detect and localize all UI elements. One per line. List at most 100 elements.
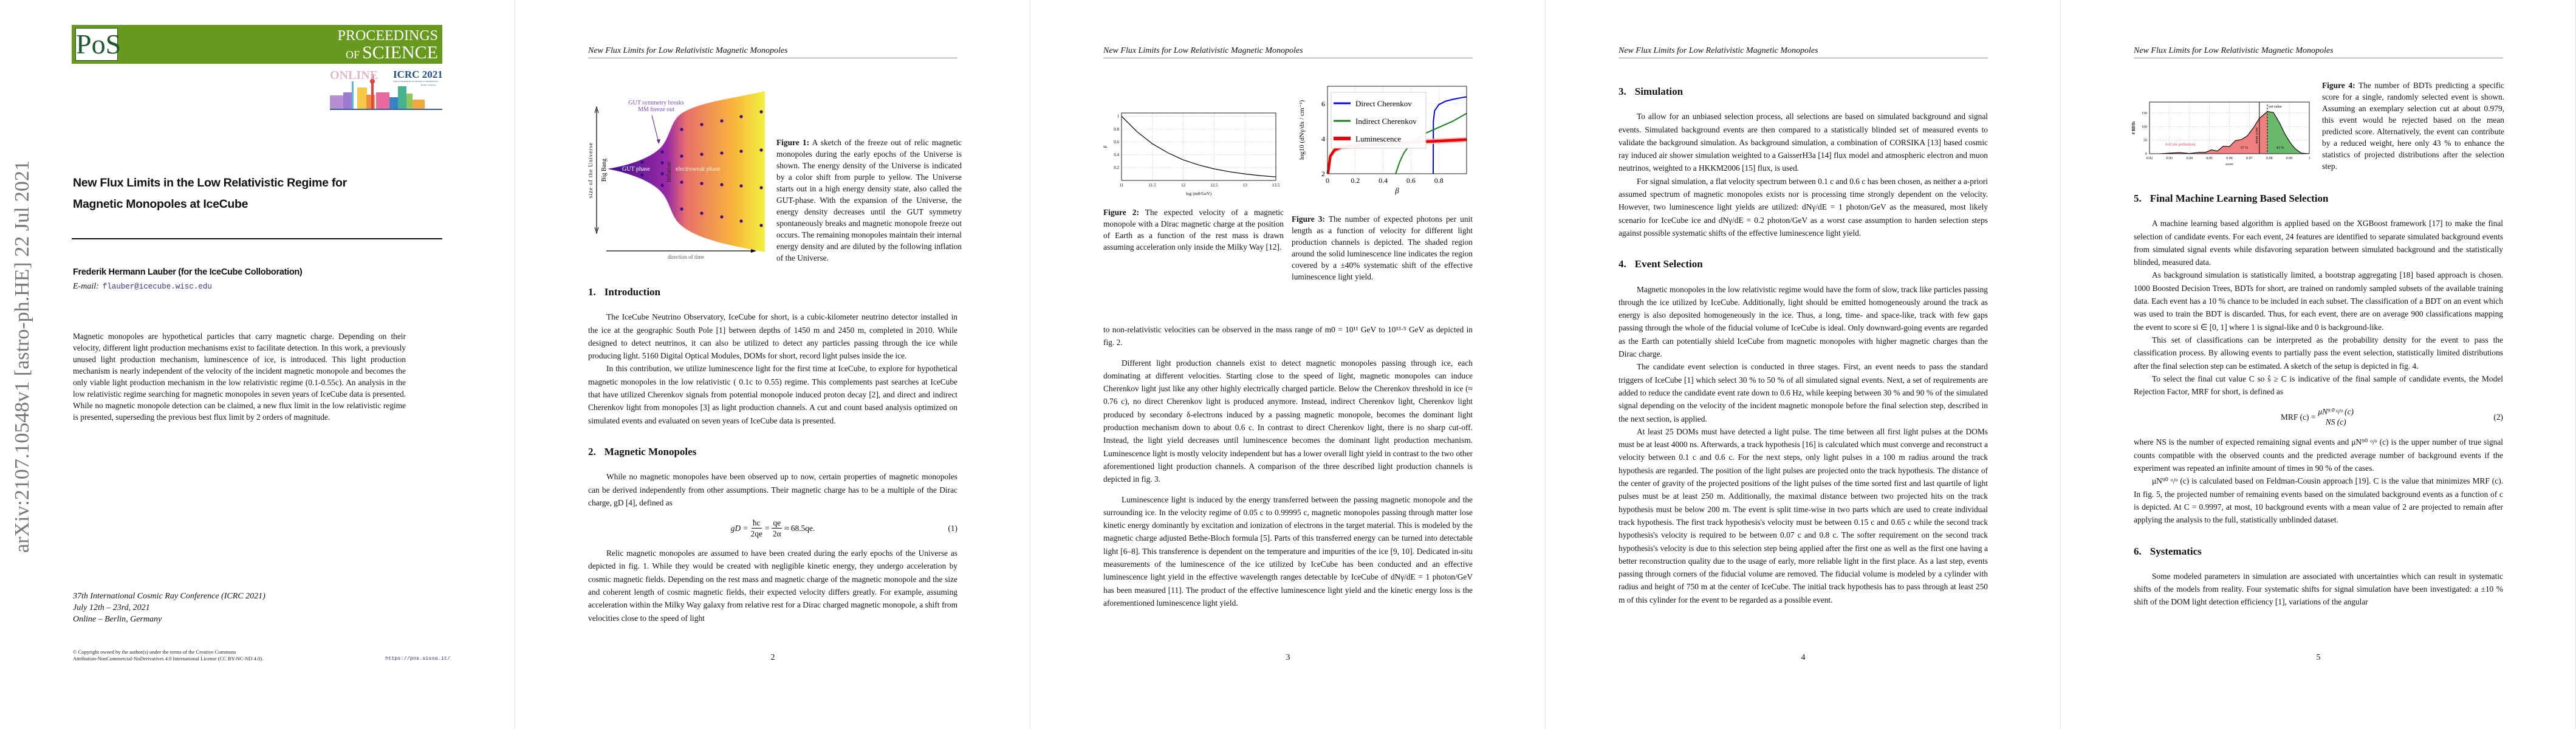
inflation-label: Inflation xyxy=(666,162,673,182)
x-tick-label: 0.95 xyxy=(2206,157,2213,160)
x-tick-label: 0.94 xyxy=(2187,157,2193,160)
paragraph: In this contribution, we utilize lumines… xyxy=(588,364,957,425)
y-tick-label: 0.6 xyxy=(1114,140,1119,145)
paragraph: To allow for an unbiased selection proce… xyxy=(1619,112,1988,173)
icrc-title-text: ICRC 2021 xyxy=(393,69,442,80)
monopole-dot xyxy=(660,183,664,187)
icrc-logo: ONLINE ICRC 2021 THE ASTROPARTICLE PHYSI… xyxy=(330,68,443,111)
email-link[interactable]: flauber@icecube.wisc.edu xyxy=(102,282,212,291)
y-tick-label: 0.8 xyxy=(1114,127,1119,132)
banner-line1: PROCEEDINGS xyxy=(337,28,438,44)
legend-label: Indirect Cherenkov xyxy=(1355,117,1417,126)
body-text: 5. Final Machine Learning Based Selection… xyxy=(2134,181,2503,609)
bigbang-label: Big Bang xyxy=(601,159,608,182)
icrc-skyline-image: ONLINE ICRC 2021 THE ASTROPARTICLE PHYSI… xyxy=(330,69,443,110)
plot-frame xyxy=(2149,101,2310,154)
page-number: 2 xyxy=(770,653,775,662)
section-heading: 4. Event Selection xyxy=(1619,258,1988,270)
monopole-dot xyxy=(720,215,724,219)
paper-title: New Flux Limits in the Low Relativistic … xyxy=(73,173,450,215)
eq-rhs: ≈ 68.5qe. xyxy=(784,523,815,533)
universe-shape xyxy=(608,91,765,252)
legend-label: Direct Cherenkov xyxy=(1355,99,1412,108)
page-2: New Flux Limits for Low Relativistic Mag… xyxy=(515,0,1030,729)
x-tick-label: 0.4 xyxy=(1379,176,1388,185)
eq-fraction: ħc 2qe xyxy=(751,518,762,539)
pos-url-link[interactable]: https://pos.sissa.it/ xyxy=(385,655,451,662)
equation-2: MRF (c) = μN⁹⁰ ᵒ/ᵒ (c) NS (c) (2) xyxy=(2134,402,2503,432)
eq-fraction: qe 2α xyxy=(772,518,783,539)
copyright-line-1: © Copyright owned by the author(s) under… xyxy=(73,649,236,655)
copyright: © Copyright owned by the author(s) under… xyxy=(73,649,263,662)
x-axis-label: log (m0/GeV) xyxy=(1186,191,1212,196)
x-tick-label: 11 xyxy=(1120,183,1124,188)
eq-num: μN⁹⁰ ᵒ/ᵒ (c) xyxy=(2318,407,2354,417)
section-title: Final Machine Learning Based Selection xyxy=(2150,193,2329,204)
icrc-sub-text: THE ASTROPARTICLE PHYSICS CONFERENCE xyxy=(393,80,438,83)
body-text: 3. Simulation To allow for an unbiased se… xyxy=(1619,74,1988,606)
pos-banner: PoS PROCEEDINGS OF SCIENCE xyxy=(72,25,442,64)
eq-number: (1) xyxy=(948,523,957,533)
monopole-dot xyxy=(759,186,763,190)
monopole-dots xyxy=(640,110,763,227)
figure-2-caption: Figure 2: The expected velocity of a mag… xyxy=(1103,207,1284,253)
figure-1-diagram: size of the Universe Big Bang GUT phase … xyxy=(587,91,765,260)
title-line-1: New Flux Limits in the Low Relativistic … xyxy=(73,176,347,190)
x-axis-label: score xyxy=(2225,163,2233,166)
email-line: E-mail: flauber@icecube.wisc.edu xyxy=(73,282,212,292)
section-title: Introduction xyxy=(604,286,661,298)
pos-logo-text: PoS xyxy=(76,29,122,60)
figure-3-caption: Figure 3: The number of expected photons… xyxy=(1292,213,1473,282)
monopole-dot xyxy=(680,180,683,184)
x-tick-label: 13.5 xyxy=(1272,183,1280,188)
monopole-dot xyxy=(759,148,763,152)
paragraph: This set of classifications can be inter… xyxy=(2134,335,2503,371)
series-line xyxy=(1121,115,1276,177)
section-number: 3. xyxy=(1619,86,1626,97)
page-number: 3 xyxy=(1286,653,1290,662)
below-percent-label: 57 % xyxy=(2241,146,2249,150)
conference-location: Online – Berlin, Germany xyxy=(73,615,162,624)
section-number: 6. xyxy=(2134,545,2142,557)
monopole-dot xyxy=(720,119,724,123)
monopole-dot xyxy=(700,211,704,215)
area-above-cut xyxy=(2267,111,2309,154)
gut-break-arrow-head xyxy=(657,139,660,144)
y-tick-label: 0.2 xyxy=(1114,165,1119,170)
area-below-cut xyxy=(2150,111,2267,154)
paragraph: to non-relativistic velocities can be ob… xyxy=(1103,325,1473,347)
monopole-dot xyxy=(680,154,683,158)
legend-label: Luminescence xyxy=(1355,134,1401,143)
y-tick-label: 2 xyxy=(1321,169,1325,178)
equation-1: gD = ħc 2qe = qe 2α ≈ 68.5qe. (1) xyxy=(588,513,957,543)
monopole-dot xyxy=(700,152,704,156)
section-heading: 5. Final Machine Learning Based Selection xyxy=(2134,192,2503,205)
section-number: 1. xyxy=(588,286,596,298)
eq-sign: = xyxy=(764,523,770,533)
y-tick-label: 0.4 xyxy=(1114,152,1119,157)
monopole-dot xyxy=(660,172,664,176)
eq-num: qe xyxy=(772,518,783,529)
monopole-dot xyxy=(660,161,664,165)
eq-fraction: μN⁹⁰ ᵒ/ᵒ (c) NS (c) xyxy=(2318,406,2354,427)
monopole-dot xyxy=(640,173,644,177)
eq-num: ħc xyxy=(751,518,762,529)
x-axis-label: β xyxy=(1394,186,1399,195)
monopole-dot xyxy=(720,183,724,187)
x-tick-label: 11.5 xyxy=(1149,183,1156,188)
monopole-dot xyxy=(739,115,743,118)
monopole-dot xyxy=(700,123,704,126)
monopole-dot xyxy=(759,224,763,227)
section-heading: 1. Introduction xyxy=(588,286,957,298)
copyright-line-2: Attribution-NonCommercial-NoDerivatives … xyxy=(73,655,264,662)
paragraph: As background simulation is statisticall… xyxy=(2134,270,2503,332)
running-head: New Flux Limits for Low Relativistic Mag… xyxy=(2134,46,2503,58)
caption-label: Figure 2: xyxy=(1103,208,1139,217)
page-4: New Flux Limits for Low Relativistic Mag… xyxy=(1546,0,2061,729)
x-tick-label: 0.98 xyxy=(2266,157,2273,160)
x-tick-label: 0.99 xyxy=(2286,157,2293,160)
y-tick-label: 100 xyxy=(2142,125,2147,129)
section-number: 4. xyxy=(1619,258,1626,270)
paragraph: Different light production channels exis… xyxy=(1103,358,1473,484)
y-axis-label: β xyxy=(1102,145,1108,148)
